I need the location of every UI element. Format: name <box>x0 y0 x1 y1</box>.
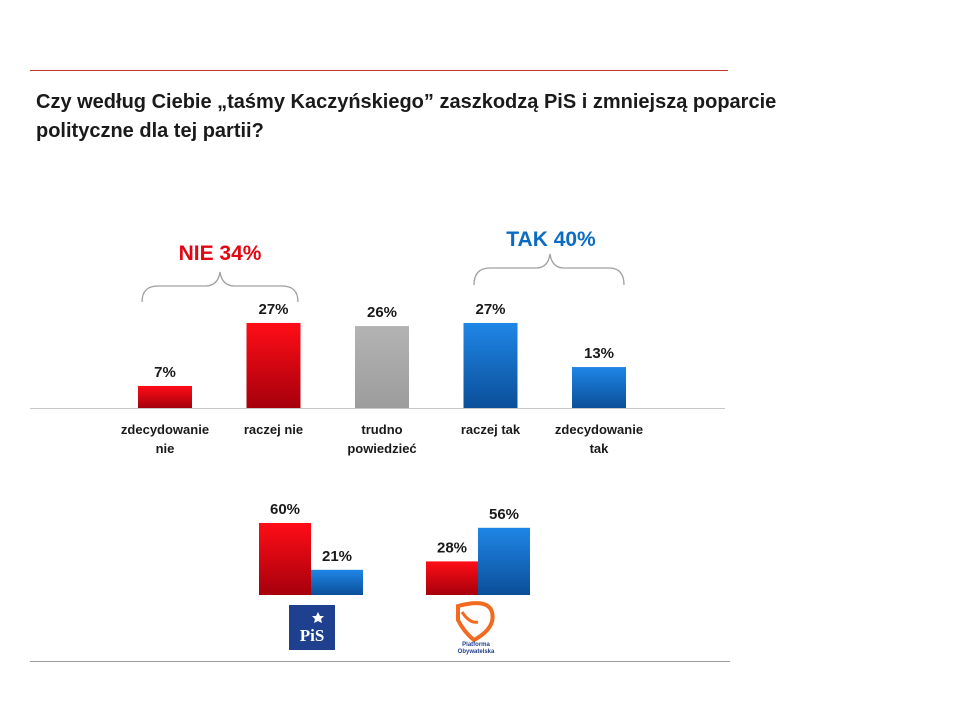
value-label-raczej-nie: 27% <box>258 301 288 318</box>
party-value-label-platforma-obywatelska-red: 28% <box>437 539 467 556</box>
bar-zdecydowanie-tak <box>572 367 626 408</box>
main-category-labels: zdecydowanie nie raczej nie trudno powiedzie… <box>121 422 643 456</box>
party-value-label-pis-blue: 21% <box>322 548 352 565</box>
nie-bracket <box>141 271 299 303</box>
category-label-raczej-tak: raczej tak <box>461 422 521 437</box>
category-label-raczej-nie: raczej nie <box>244 422 303 437</box>
bar-raczej-tak <box>463 322 518 408</box>
value-label-raczej-tak: 27% <box>475 301 505 318</box>
party-value-labels: 60% 21% 28% 56% <box>270 501 519 565</box>
value-label-zdecydowanie-nie: 7% <box>154 364 176 381</box>
tak-bracket <box>473 253 625 286</box>
party-value-label-pis-red: 60% <box>270 501 300 518</box>
tak-group-label: TAK 40% <box>506 228 596 251</box>
category-label-trudno-powiedzie: trudno powiedzieć <box>347 422 416 456</box>
party-bar-series <box>259 523 530 595</box>
question-title: Czy według Ciebie „taśmy Kaczyńskiego” z… <box>36 91 777 142</box>
party-bar-pis-red <box>259 523 311 595</box>
party-value-label-platforma-obywatelska-blue: 56% <box>489 506 519 523</box>
po-logo-text: Platforma <box>462 642 490 648</box>
party-bar-platforma-obywatelska-red <box>426 561 478 595</box>
main-bar-series <box>138 322 626 408</box>
bar-zdecydowanie-nie <box>138 385 192 408</box>
pis-logo-icon: PiS <box>289 605 335 650</box>
party-bar-pis-blue <box>311 569 363 595</box>
bar-trudno-powiedzie <box>355 326 409 408</box>
po-logo-icon: Platforma Obywatelska <box>456 601 495 655</box>
value-label-zdecydowanie-tak: 13% <box>584 345 614 362</box>
value-label-trudno-powiedzie: 26% <box>367 304 397 321</box>
category-label-zdecydowanie-tak: zdecydowanie tak <box>555 422 643 456</box>
party-bar-platforma-obywatelska-blue <box>478 527 530 595</box>
bottom-divider <box>30 661 730 662</box>
category-label-zdecydowanie-nie: zdecydowanie nie <box>121 422 209 456</box>
bar-raczej-nie <box>246 322 301 408</box>
po-logo-text-2: Obywatelska <box>458 649 495 655</box>
pis-logo-text: PiS <box>300 626 325 645</box>
main-value-labels: 7% 27% 26% 27% 13% <box>154 301 614 381</box>
nie-group-label: NIE 34% <box>179 242 262 265</box>
top-divider <box>30 70 728 71</box>
